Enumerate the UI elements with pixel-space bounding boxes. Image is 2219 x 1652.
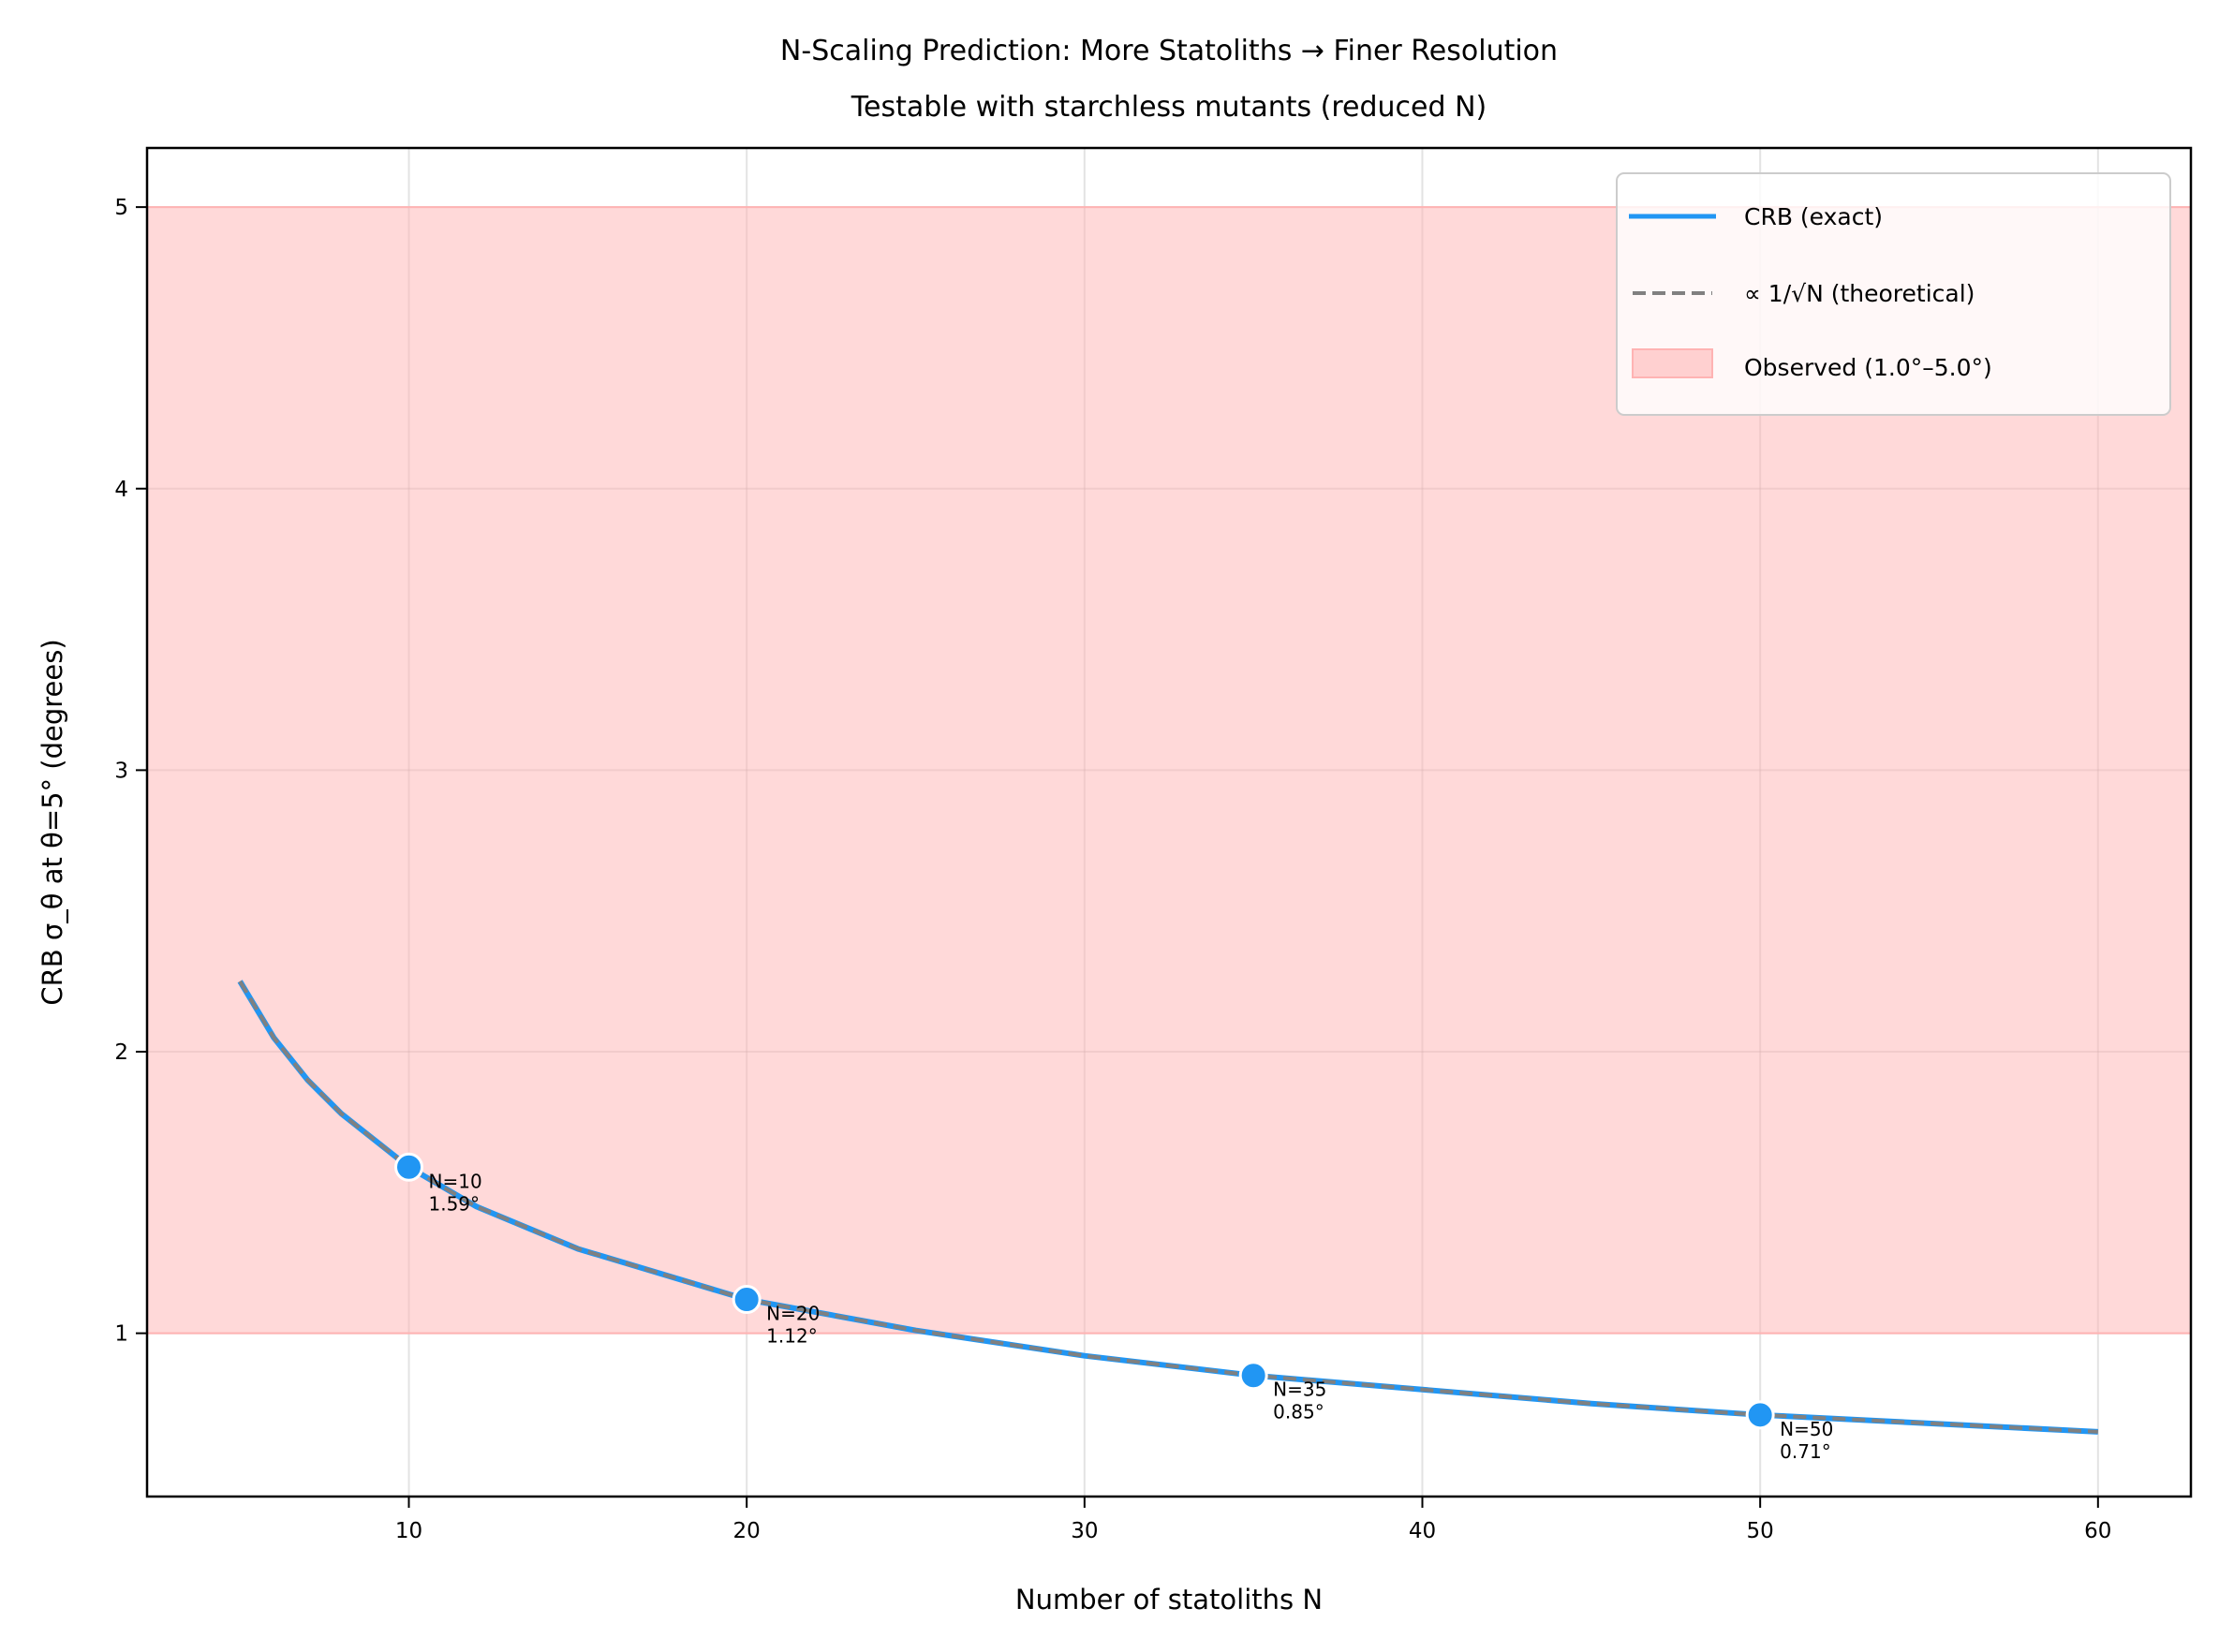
ticks: 10 20 30 40 50 60 1 2 3 4 5 <box>114 196 2111 1543</box>
legend: CRB (exact) ∝ 1/√N (theoretical) Observe… <box>1616 172 2171 416</box>
y-tick-label: 5 <box>114 196 128 220</box>
axes-frame <box>145 146 2193 1498</box>
x-tick-label: 50 <box>1747 1519 1774 1543</box>
chart-title-line-1: N-Scaling Prediction: More Statoliths → … <box>780 35 1558 67</box>
x-tick-label: 60 <box>2084 1519 2111 1543</box>
annotation-label: N=10 <box>429 1170 482 1192</box>
x-tick-label: 10 <box>395 1519 422 1543</box>
legend-crb-label: CRB (exact) <box>1744 203 1883 230</box>
annotation-value: 0.85° <box>1273 1401 1324 1423</box>
x-tick-label: 20 <box>733 1519 761 1543</box>
x-axis-label: Number of statoliths N <box>1015 1584 1323 1615</box>
y-axis-label: CRB σ_θ at θ=5° (degrees) <box>37 639 68 1005</box>
y-tick-label: 3 <box>114 759 128 783</box>
data-point-marker <box>394 1152 424 1182</box>
y-tick-label: 1 <box>114 1322 128 1347</box>
annotation-value: 0.71° <box>1780 1440 1831 1463</box>
chart-title-line-2: Testable with starchless mutants (reduce… <box>851 91 1487 124</box>
x-tick-label: 40 <box>1409 1519 1436 1543</box>
legend-box <box>1616 172 2171 416</box>
y-tick-label: 2 <box>114 1040 128 1065</box>
annotation-label: N=20 <box>766 1303 820 1325</box>
data-point-marker <box>1238 1361 1268 1391</box>
annotation-label: N=50 <box>1780 1418 1833 1440</box>
x-tick-label: 30 <box>1071 1519 1098 1543</box>
data-point-marker <box>1745 1400 1775 1430</box>
legend-band-handle <box>1632 348 1713 378</box>
theoretical-line <box>238 980 2098 1434</box>
legend-theory-label: ∝ 1/√N (theoretical) <box>1744 280 1975 307</box>
annotation-value: 1.59° <box>429 1192 481 1215</box>
series-lines <box>237 980 2098 1435</box>
annotation-label: N=35 <box>1273 1379 1326 1401</box>
legend-band-label: Observed (1.0°–5.0°) <box>1744 354 1992 381</box>
y-tick-label: 4 <box>114 478 128 502</box>
data-point-marker <box>732 1285 762 1315</box>
annotation-markers: N=101.59° N=201.12° N=350.85° N=500.71° <box>394 1152 1833 1463</box>
annotation-value: 1.12° <box>766 1325 818 1348</box>
